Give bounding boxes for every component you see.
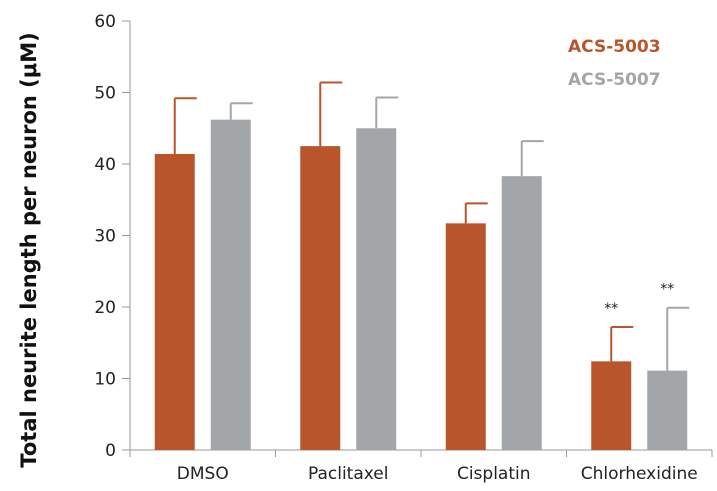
significance-mark: ** bbox=[660, 282, 674, 298]
legend-item-acs-5003: ACS-5003 bbox=[568, 37, 661, 57]
bar bbox=[501, 176, 542, 450]
y-tick-label: 10 bbox=[94, 370, 116, 390]
significance-mark: ** bbox=[604, 301, 618, 317]
y-tick-label: 60 bbox=[94, 12, 116, 32]
y-tick-label: 20 bbox=[94, 298, 116, 318]
bar bbox=[154, 153, 195, 451]
legend: ACS-5003 ACS-5007 bbox=[568, 37, 661, 90]
y-tick-label: 0 bbox=[105, 441, 116, 461]
bar bbox=[356, 128, 397, 450]
bar bbox=[445, 223, 486, 450]
x-tick-label: Paclitaxel bbox=[308, 464, 389, 484]
bar bbox=[210, 119, 251, 451]
x-tick-label: Cisplatin bbox=[457, 464, 531, 484]
x-ticks: DMSO Paclitaxel Cisplatin Chlorhexidine bbox=[129, 450, 713, 484]
bar bbox=[647, 370, 688, 450]
y-ticks: 0 10 20 30 40 50 60 bbox=[94, 12, 130, 461]
y-axis-label: Total neurite length per neuron (μM) bbox=[17, 32, 41, 467]
x-tick-label: DMSO bbox=[177, 464, 229, 484]
bar bbox=[300, 146, 341, 450]
x-tick-label: Chlorhexidine bbox=[581, 464, 698, 484]
y-tick-label: 50 bbox=[94, 84, 116, 104]
error-bars bbox=[173, 81, 690, 371]
significance-marks: ** ** bbox=[604, 282, 674, 317]
bars bbox=[154, 119, 688, 451]
bar bbox=[591, 361, 632, 450]
y-tick-label: 40 bbox=[94, 155, 116, 175]
y-tick-label: 30 bbox=[94, 227, 116, 247]
legend-item-acs-5007: ACS-5007 bbox=[568, 70, 661, 90]
